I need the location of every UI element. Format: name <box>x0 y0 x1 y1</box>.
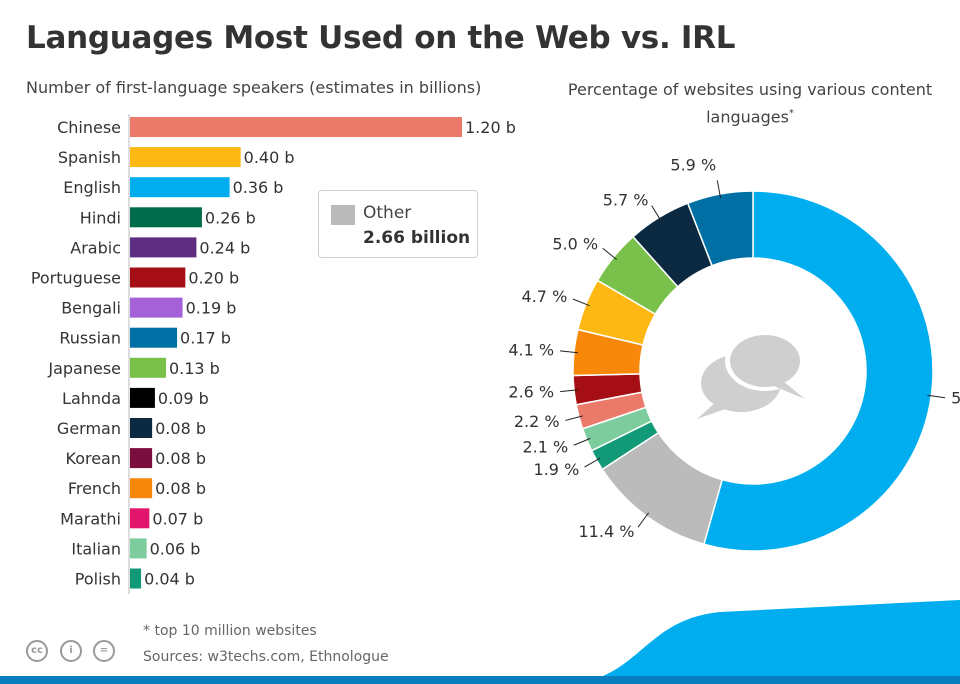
bar <box>130 538 147 559</box>
donut-subtitle-mark: * <box>788 108 794 119</box>
slice-label: 4.1 % <box>508 340 554 359</box>
donut-chart-subtitle: Percentage of websites using various con… <box>550 78 950 129</box>
page-title: Languages Most Used on the Web vs. IRL <box>26 20 736 56</box>
donut-slice <box>686 190 754 267</box>
slice-label: 2.2 % <box>514 412 560 431</box>
value-label: 0.36 b <box>233 178 284 197</box>
speech-bubbles-icon <box>697 331 805 419</box>
value-label: 0.04 b <box>144 570 195 589</box>
value-label: 0.40 b <box>244 148 295 167</box>
value-label: 0.06 b <box>150 539 201 558</box>
category-label: Hindi <box>80 208 121 227</box>
slice-leader-line <box>602 247 618 261</box>
bar <box>130 207 202 228</box>
bar <box>130 448 153 469</box>
slice-leader-line <box>573 437 591 446</box>
bar <box>130 237 197 258</box>
category-label: German <box>57 419 121 438</box>
value-label: 0.17 b <box>180 329 231 348</box>
value-label: 0.07 b <box>152 509 203 528</box>
slice-label: 11.4 % <box>579 522 635 541</box>
category-label: Spanish <box>58 148 121 167</box>
category-label: Russian <box>59 329 121 348</box>
slice-leader-line <box>927 394 946 399</box>
no-derivatives-icon: = <box>93 640 115 662</box>
slice-label: 4.7 % <box>522 287 568 306</box>
other-swatch <box>331 205 355 225</box>
bar <box>130 297 183 318</box>
donut-chart: 54.4 % 11.4 % 1.9 % 2.1 % 2.2 % 2.6 % 4.1 % 4.7… <box>508 155 960 552</box>
other-label: Other <box>363 203 412 223</box>
category-label: Chinese <box>57 118 121 137</box>
value-label: 0.08 b <box>155 449 206 468</box>
bar <box>130 387 155 408</box>
slice-leader-line <box>572 298 590 307</box>
slice-leader-line <box>584 457 601 468</box>
other-value: 2.66 billion <box>363 228 471 248</box>
category-label: Lahnda <box>62 389 121 408</box>
attribution-icon: i <box>60 640 82 662</box>
bar <box>130 357 166 378</box>
category-label: Japanese <box>47 359 121 378</box>
slice-label: 2.6 % <box>508 382 554 401</box>
value-label: 0.08 b <box>155 419 206 438</box>
value-label: 0.26 b <box>205 208 256 227</box>
slice-label: 2.1 % <box>522 438 568 457</box>
slice-leader-line <box>651 205 662 222</box>
slice-label: 5.0 % <box>552 234 598 253</box>
category-label: Bengali <box>61 299 121 318</box>
value-label: 1.20 b <box>465 118 516 137</box>
category-label: Portuguese <box>31 269 121 288</box>
category-label: Italian <box>71 539 121 558</box>
donut-subtitle-text: Percentage of websites using various con… <box>567 80 933 127</box>
other-legend-box: Other 2.66 billion <box>318 190 478 258</box>
bar <box>130 147 241 168</box>
bar <box>130 508 150 529</box>
footnote: * top 10 million websites <box>143 623 317 639</box>
sources: Sources: w3techs.com, Ethnologue <box>143 649 389 665</box>
bar <box>130 267 186 288</box>
cc-icon: cc <box>26 640 48 662</box>
value-label: 0.19 b <box>186 299 237 318</box>
value-label: 0.24 b <box>199 238 250 257</box>
donut-slice <box>702 190 934 552</box>
bar <box>130 478 153 499</box>
value-label: 0.09 b <box>158 389 209 408</box>
bar <box>130 568 142 589</box>
slice-label: 5.9 % <box>670 155 716 174</box>
slice-leader-line <box>560 389 579 393</box>
slice-leader-line <box>716 180 722 199</box>
category-label: English <box>63 178 121 197</box>
category-label: Polish <box>75 570 121 589</box>
value-label: 0.20 b <box>188 269 239 288</box>
bar-chart: Chinese 1.20 b Spanish 0.40 b English 0.36 b H… <box>31 114 516 594</box>
bar <box>130 327 178 348</box>
category-label: Korean <box>66 449 122 468</box>
bar <box>130 117 462 137</box>
category-label: Marathi <box>60 509 121 528</box>
slice-label: 54.4 % <box>951 389 960 408</box>
category-label: French <box>68 479 121 498</box>
bar <box>130 418 153 438</box>
slice-leader-line <box>559 350 578 354</box>
value-label: 0.13 b <box>169 359 220 378</box>
speech-bubble-front <box>725 331 805 399</box>
slice-label: 1.9 % <box>534 460 580 479</box>
bar <box>130 177 230 198</box>
slice-label: 5.7 % <box>603 190 649 209</box>
category-label: Arabic <box>70 238 121 257</box>
slice-leader-line <box>565 415 583 421</box>
value-label: 0.08 b <box>155 479 206 498</box>
slice-leader-line <box>637 512 650 528</box>
bar-chart-subtitle: Number of first-language speakers (estim… <box>26 78 482 97</box>
